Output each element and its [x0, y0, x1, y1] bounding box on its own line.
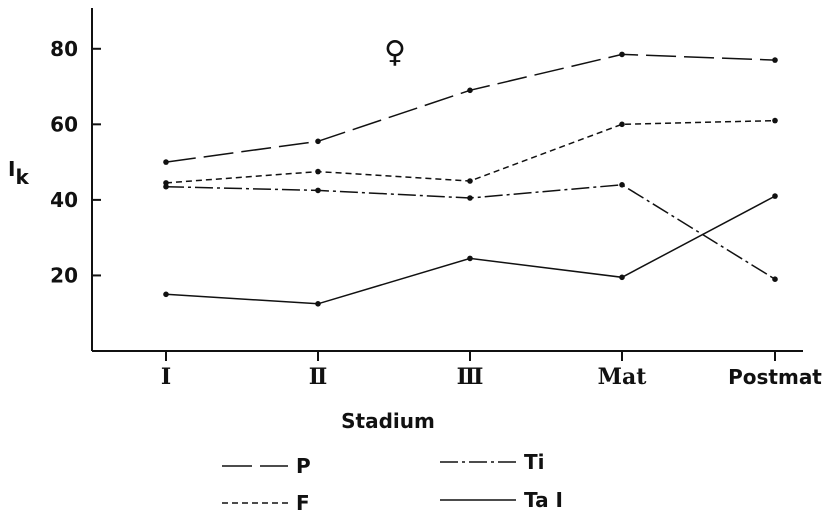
x-tick-label-ii: Ⅱ	[309, 364, 328, 390]
y-tick-label-20: 20	[50, 263, 78, 287]
series-line-p	[165, 53, 776, 163]
point-ti-i	[163, 183, 169, 190]
point-ta-i-postmat	[772, 193, 778, 199]
point-ti-iii	[467, 195, 473, 201]
point-f-postmat	[772, 117, 778, 124]
point-ta-i-ii	[315, 301, 321, 307]
point-p-i	[163, 159, 169, 165]
point-ta-i-i	[163, 291, 169, 298]
series-f	[163, 117, 778, 186]
point-ti-mat	[619, 182, 625, 188]
y-tick-label-40: 40	[50, 188, 78, 212]
point-p-iii	[467, 87, 473, 94]
point-ti-postmat	[772, 276, 778, 283]
series-line-f	[165, 119, 776, 184]
point-p-ii	[315, 138, 321, 145]
y-axis-label-main: I	[8, 157, 15, 181]
legend-label-ta-i: Ta I	[524, 488, 563, 512]
x-tick-label-i: I	[161, 364, 171, 390]
point-ti-ii	[315, 187, 321, 194]
legend-label-f: F	[296, 491, 310, 515]
x-tick-label-iii: Ⅲ	[457, 364, 484, 390]
point-p-postmat	[772, 57, 778, 63]
series-lines	[163, 51, 778, 307]
female-symbol-annotation: ♀	[384, 35, 406, 70]
legend-label-p: P	[296, 454, 311, 478]
series-p	[163, 51, 778, 165]
legend-label-ti: Ti	[524, 450, 545, 474]
x-tick-label-postmat: Postmat	[728, 365, 822, 389]
x-axis-label: Stadium	[341, 409, 435, 433]
point-f-mat	[619, 121, 625, 128]
point-p-mat	[619, 51, 625, 58]
x-tick-label-mat: Mat	[598, 364, 648, 390]
axes	[91, 8, 803, 352]
y-tick-label-60: 60	[50, 112, 78, 136]
ticks: 20 40 60 80 I Ⅱ Ⅲ Mat Postmat	[50, 37, 822, 390]
y-axis-label: Ik	[8, 157, 29, 189]
point-f-ii	[315, 168, 321, 175]
point-ta-i-iii	[467, 255, 473, 262]
series-ta-i	[163, 193, 778, 307]
series-line-ta-i	[165, 195, 776, 305]
legend: PF Ti Ta I	[222, 450, 563, 515]
point-f-iii	[467, 178, 473, 184]
y-axis-label-subscript: k	[15, 165, 29, 189]
series-ti	[163, 182, 778, 283]
y-tick-label-80: 80	[50, 37, 78, 61]
point-ta-i-mat	[619, 274, 625, 281]
